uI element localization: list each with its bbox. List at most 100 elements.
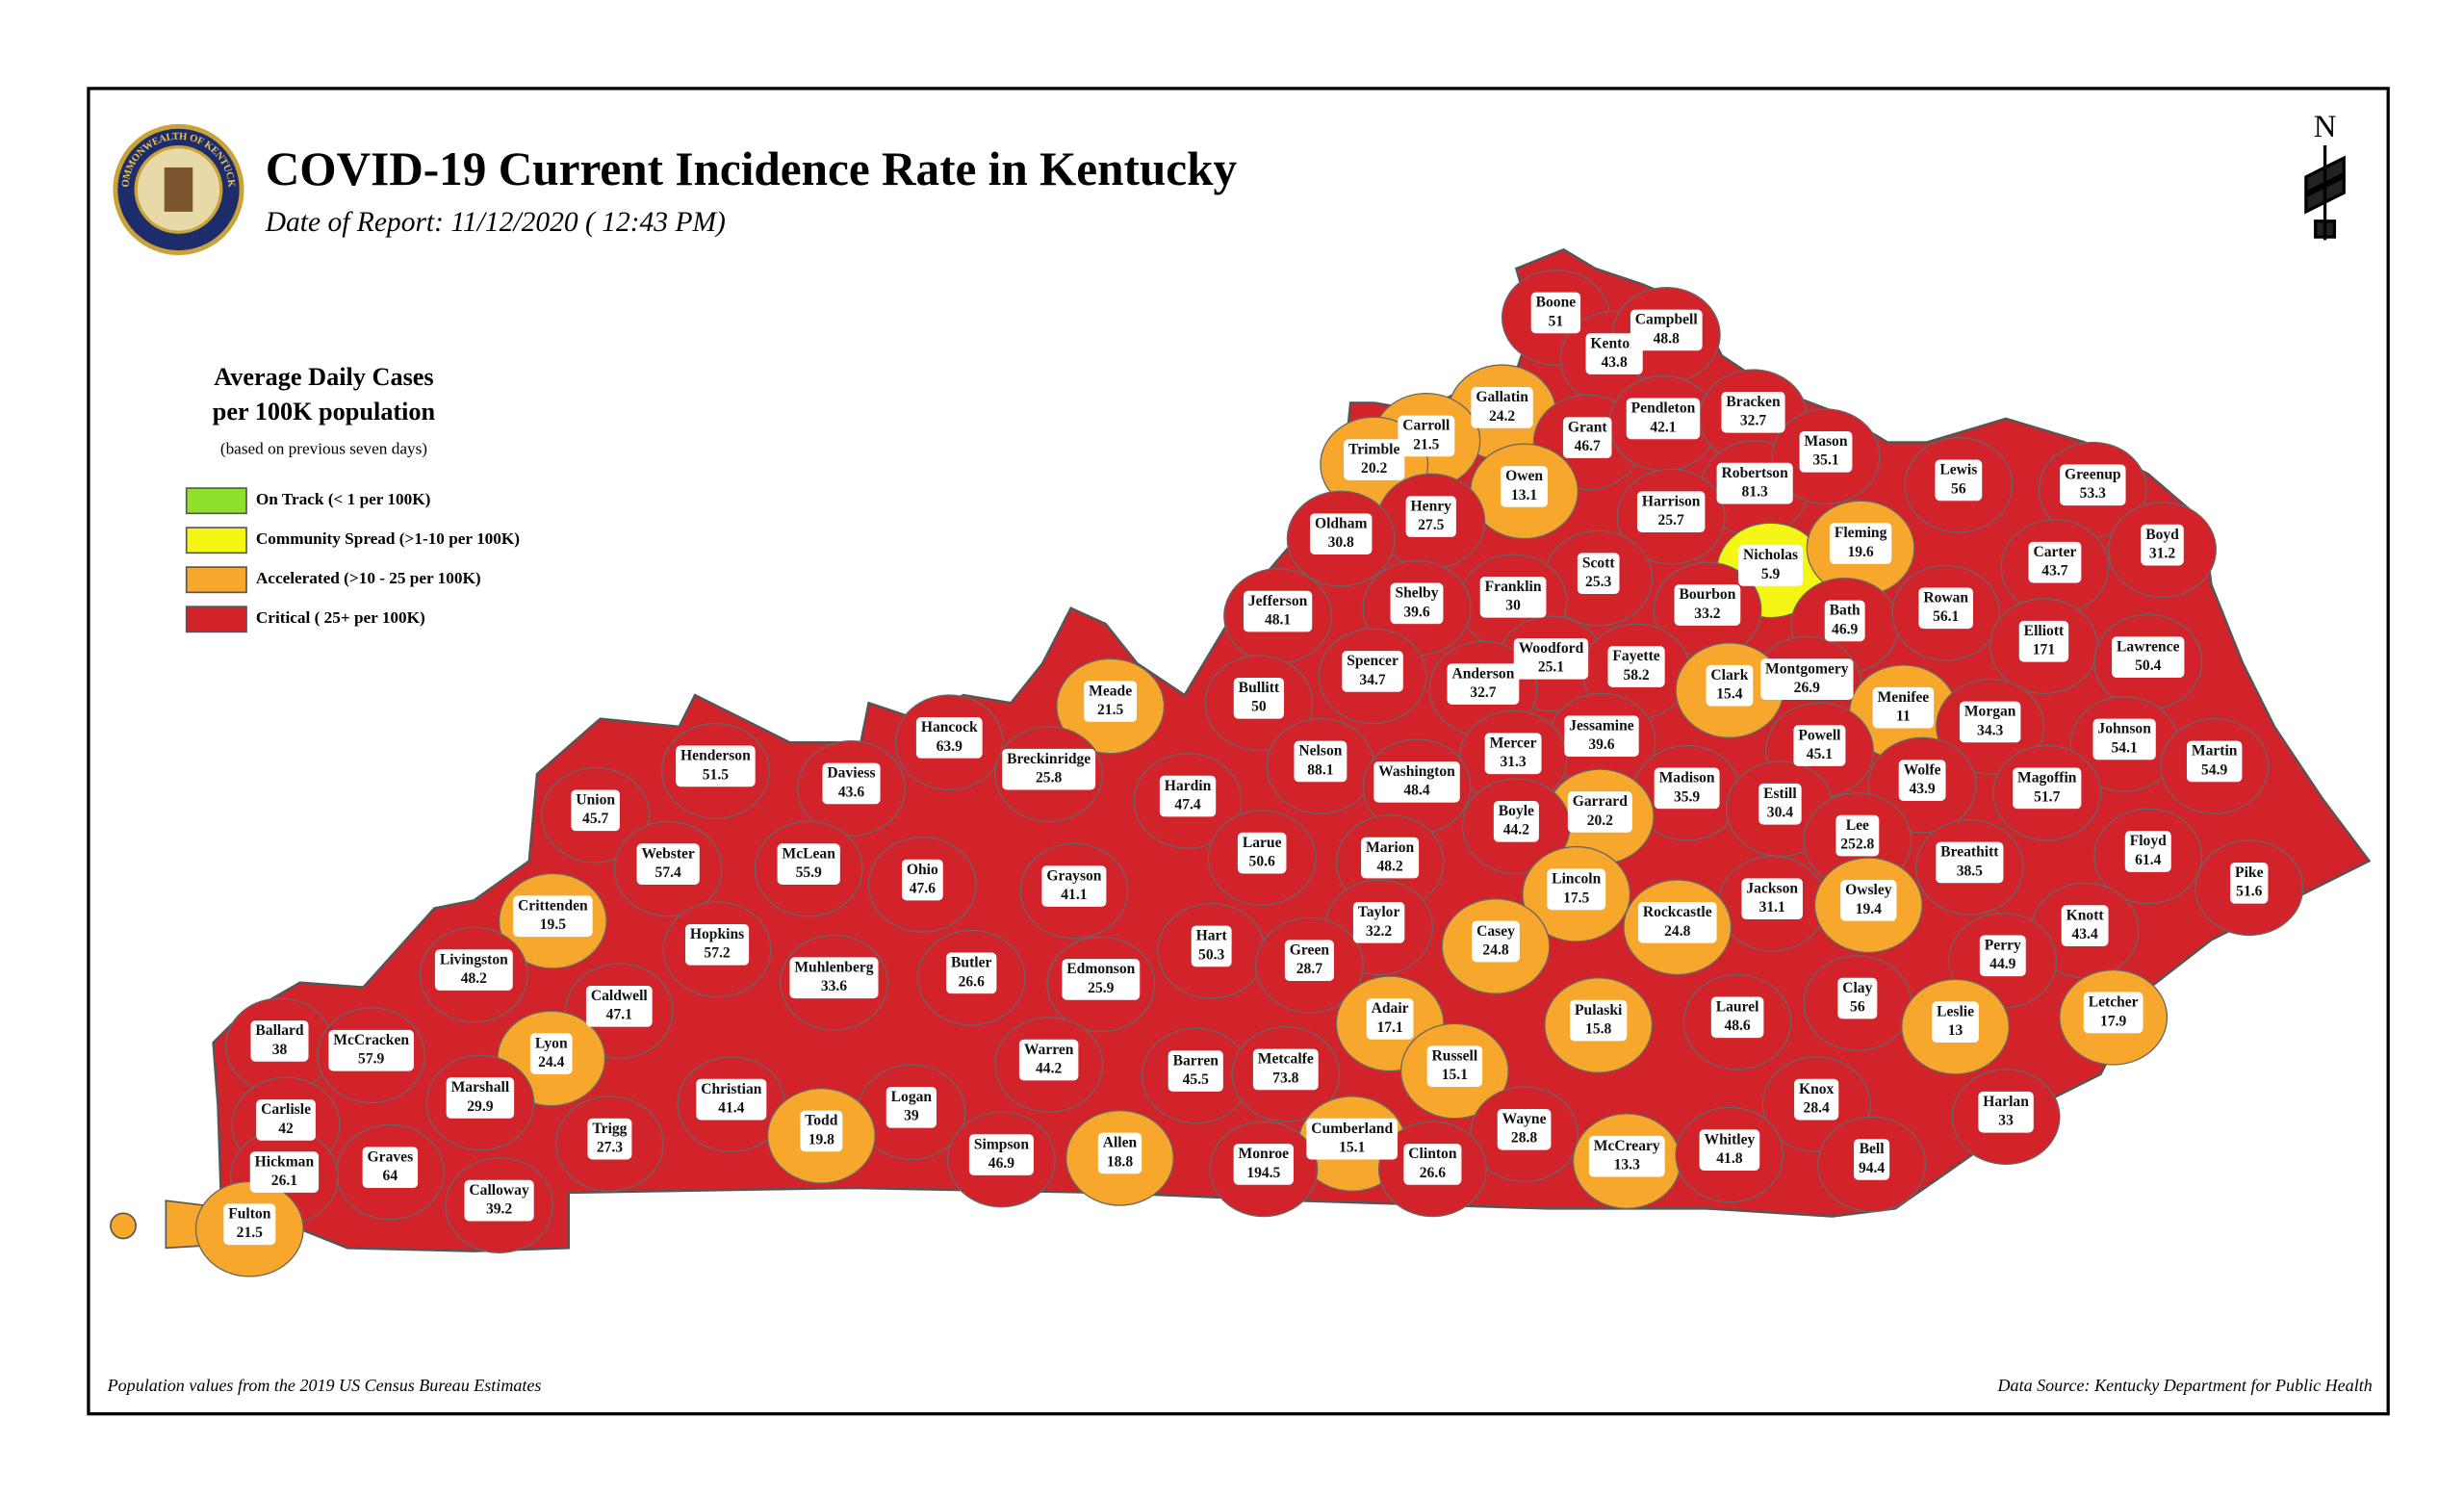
county-value: 50.6 <box>1249 854 1275 870</box>
county-label: Franklin 30 <box>1479 576 1547 618</box>
county-name: Simpson <box>974 1136 1029 1152</box>
county-value: 28.7 <box>1296 961 1322 977</box>
county-label: Wolfe 43.9 <box>1898 760 1946 801</box>
county-name: Clay <box>1842 980 1872 996</box>
county-name: Estill <box>1763 786 1797 802</box>
county-name: Trigg <box>592 1121 627 1137</box>
label-background <box>1472 920 1520 963</box>
county-label: Breathitt 38.5 <box>1936 841 2004 884</box>
county-value: 47.4 <box>1174 796 1200 812</box>
county-label: Hopkins 57.2 <box>684 923 750 966</box>
county-label: Larue 50.6 <box>1237 832 1287 874</box>
county-label: Allen 18.8 <box>1097 1132 1142 1174</box>
county-name: Pendleton <box>1631 400 1696 417</box>
county-name: Perry <box>1985 938 2021 954</box>
county-name: Menifee <box>1878 689 1930 706</box>
county-name: Crittenden <box>518 897 588 914</box>
county-label: Edmonson 25.9 <box>1062 959 1141 1000</box>
label-background <box>1237 832 1287 874</box>
county-label: Owen 13.1 <box>1501 466 1548 507</box>
county-label: Morgan 34.3 <box>1959 701 2021 743</box>
county-value: 21.5 <box>1097 702 1123 718</box>
county-value: 50.3 <box>1198 946 1224 963</box>
county-name: Leslie <box>1937 1003 1974 1019</box>
county-label: Estill 30.4 <box>1758 783 1802 825</box>
county-label: Nicholas 5.9 <box>1738 545 1804 586</box>
county-value: 43.9 <box>1909 781 1935 797</box>
label-background <box>1097 1132 1142 1174</box>
county-name: Ohio <box>907 862 938 878</box>
county-name: Christian <box>701 1081 762 1097</box>
county-label: Leslie 13 <box>1932 1001 1979 1044</box>
label-background <box>1918 587 1974 630</box>
label-background <box>1233 1144 1294 1185</box>
county-name: Clinton <box>1408 1146 1457 1162</box>
county-label: Johnson 54.1 <box>2092 718 2156 761</box>
county-value: 39.6 <box>1403 604 1429 620</box>
county-label: Lee 252.8 <box>1835 814 1880 857</box>
county-label: Shelby 39.6 <box>1390 582 1444 625</box>
county-name: Fleming <box>1835 525 1887 541</box>
county-name: Jackson <box>1746 880 1798 896</box>
county-name: Marion <box>1366 839 1415 856</box>
label-background <box>1716 462 1793 504</box>
subtitle: Date of Report: 11/12/2020 ( 12:43 PM) <box>265 207 726 238</box>
county-value: 30.8 <box>1328 534 1354 551</box>
county-name: Knox <box>1799 1081 1835 1097</box>
county-label: McCreary 13.3 <box>1588 1135 1665 1177</box>
label-background <box>1626 398 1701 440</box>
county-name: Whitley <box>1705 1131 1756 1148</box>
county-label: Perry 44.9 <box>1979 935 2026 977</box>
county-value: 28.8 <box>1511 1130 1537 1147</box>
county-value: 53.3 <box>2080 485 2106 502</box>
county-value: 57.2 <box>704 945 730 962</box>
county-label: Ballard 38 <box>250 1020 309 1062</box>
county-name: Lincoln <box>1552 871 1601 888</box>
county-name: Adair <box>1372 1000 1409 1017</box>
county-name: Kenton <box>1590 335 1638 351</box>
county-value: 48.6 <box>1724 1018 1750 1034</box>
label-background <box>822 762 881 805</box>
county-value: 94.4 <box>1859 1160 1885 1176</box>
county-value: 13.1 <box>1511 487 1537 503</box>
county-value: 19.8 <box>808 1131 834 1148</box>
county-name: Casey <box>1476 923 1515 940</box>
county-value: 51.5 <box>703 766 729 783</box>
label-background <box>1758 783 1802 825</box>
county-label: Fulton 21.5 <box>223 1203 276 1246</box>
label-background <box>434 949 513 991</box>
county-label: Kenton 43.8 <box>1585 333 1643 374</box>
label-background <box>464 1179 534 1222</box>
label-background <box>1854 1139 1890 1180</box>
county-value: 15.1 <box>1339 1140 1365 1156</box>
label-background <box>1310 513 1373 555</box>
county-label: Knott 43.4 <box>2061 905 2109 946</box>
county-label: Elliott 171 <box>2018 620 2069 662</box>
label-background <box>2092 718 2156 761</box>
county-name: Bracken <box>1726 394 1781 410</box>
county-value: 43.8 <box>1601 354 1627 371</box>
county-label: Wayne 28.8 <box>1497 1108 1552 1150</box>
legend-swatch <box>185 487 247 515</box>
county-value: 32.7 <box>1740 413 1766 429</box>
label-background <box>1479 576 1547 618</box>
county-name: McLean <box>783 845 836 862</box>
county-value: 44.2 <box>1036 1061 1062 1077</box>
county-label: Pendleton 42.1 <box>1626 398 1701 440</box>
county-value: 26.6 <box>1420 1165 1446 1181</box>
label-background <box>1084 681 1138 722</box>
county-value: 171 <box>2033 642 2055 658</box>
county-label: Woodford 25.1 <box>1513 637 1589 680</box>
label-background <box>1191 925 1232 967</box>
county-name: Boyle <box>1499 803 1534 819</box>
legend-note: (based on previous seven days) <box>220 440 427 458</box>
label-background <box>1493 800 1539 842</box>
label-background <box>1159 775 1217 817</box>
label-background <box>1636 491 1706 533</box>
label-background <box>587 1118 632 1160</box>
county-name: Johnson <box>2097 721 2151 737</box>
label-background <box>1835 814 1880 857</box>
county-label: Harlan 33 <box>1978 1091 2034 1133</box>
